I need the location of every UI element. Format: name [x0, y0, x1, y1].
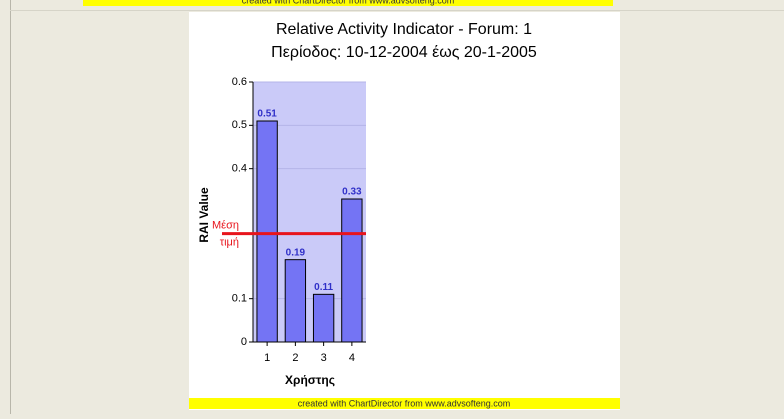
chart-title: Relative Activity Indicator - Forum: 1 [276, 21, 532, 38]
value-label: 0.33 [342, 187, 362, 198]
mean-label: τιμή [220, 237, 239, 249]
x-axis-label: Χρήστης [285, 373, 335, 387]
top-banner [83, 0, 613, 6]
footer-banner [189, 398, 620, 409]
bar [256, 120, 278, 343]
chart-subtitle: Περίοδος: 10-12-2004 έως 20-1-2005 [271, 44, 537, 61]
top-banner-text: created with ChartDirector from www.advs… [242, 0, 455, 5]
y-tick-label: 0 [241, 336, 247, 348]
y-tick-label: 0.5 [232, 119, 247, 131]
y-tick-label: 0.6 [232, 76, 247, 88]
y-axis-label: RAI Value [197, 187, 211, 243]
bar [284, 259, 307, 343]
y-tick-label: 0.4 [232, 163, 247, 175]
mean-label: Μέση [212, 220, 239, 232]
footer-text: created with ChartDirector from www.advs… [298, 398, 511, 408]
bar [341, 198, 363, 343]
value-label: 0.51 [257, 109, 277, 120]
y-tick-label: 0.1 [232, 293, 247, 305]
x-tick-label: 2 [292, 352, 298, 364]
x-tick-label: 1 [264, 352, 270, 364]
value-label: 0.11 [314, 282, 333, 293]
bar [312, 293, 335, 343]
x-tick-label: 3 [321, 352, 327, 364]
x-tick-label: 4 [349, 352, 355, 364]
value-label: 0.19 [286, 247, 306, 258]
